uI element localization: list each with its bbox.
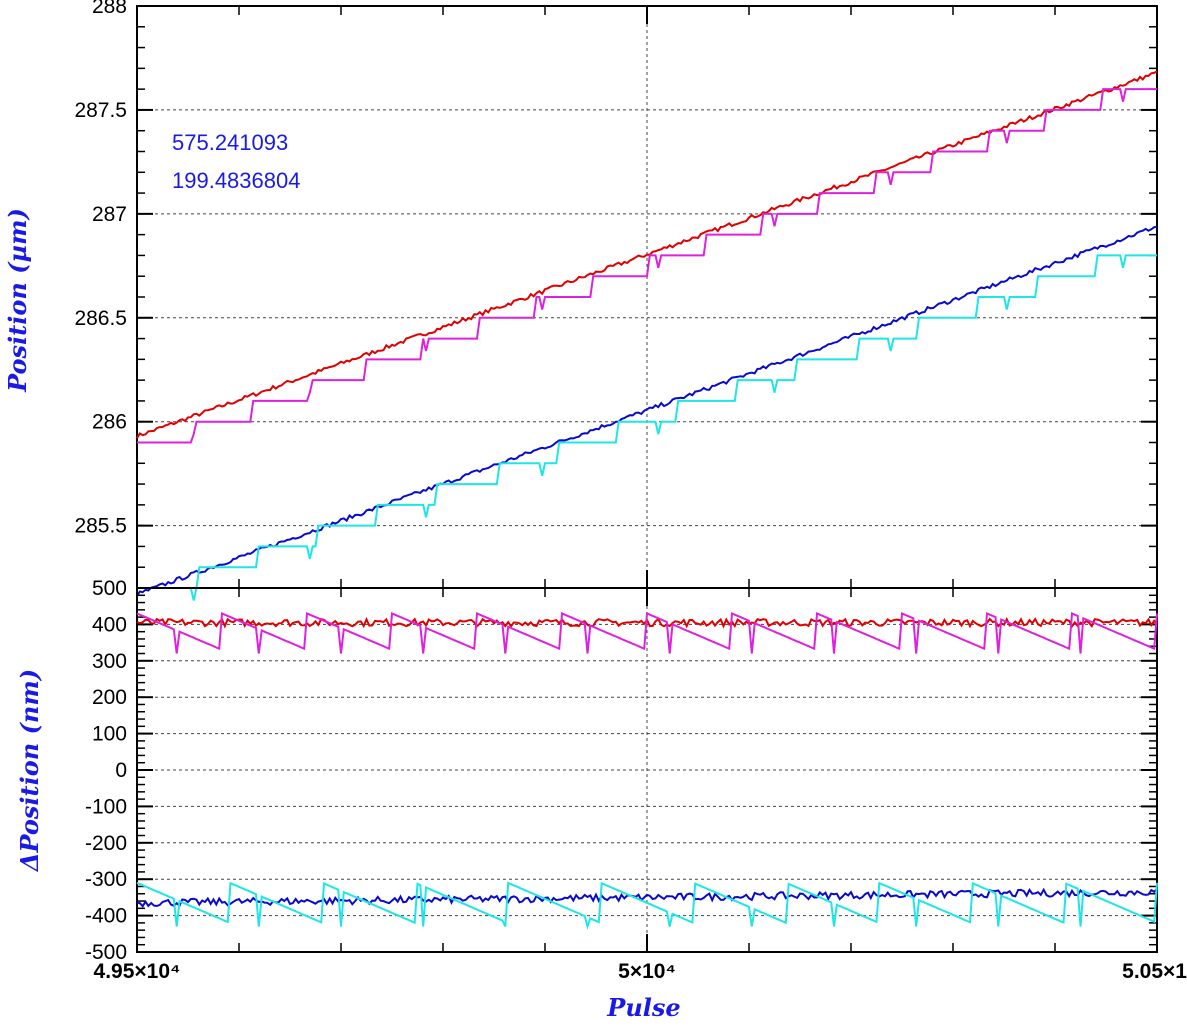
y-tick-label: 200 [92, 686, 127, 709]
y-tick-label: 288 [92, 0, 127, 18]
series-line-blue [136, 887, 1158, 908]
y-tick-label: -400 [85, 905, 127, 928]
y-tick-label: 400 [92, 613, 127, 636]
plot-frame [136, 587, 1158, 953]
series-line-magenta [137, 88, 1157, 444]
y-tick-label: 100 [92, 723, 127, 746]
x-tick-label: 5.05×1 [1122, 960, 1187, 983]
annotation-2: 199.4836804 [172, 168, 300, 193]
top-y-axis-title: Position (µm) [3, 208, 32, 393]
annotation-1: 575.241093 [172, 130, 288, 155]
y-tick-label: -300 [85, 868, 127, 891]
x-tick-label: 4.95×10⁴ [94, 960, 181, 983]
series-line-red [136, 70, 1158, 439]
y-tick-label: 300 [92, 650, 127, 673]
series-line-cyan [136, 881, 1158, 930]
series-line-magenta [136, 612, 1158, 654]
y-tick-label: 285.5 [74, 515, 127, 538]
series-line-blue [136, 225, 1158, 597]
y-tick-label: 0 [115, 759, 127, 782]
y-tick-label: -200 [85, 832, 127, 855]
bottom-y-axis-title: ΔPosition (nm) [15, 669, 44, 872]
y-tick-label: -500 [85, 941, 127, 964]
x-tick-label: 5×10⁴ [618, 960, 676, 983]
x-axis-title: Pulse [606, 993, 680, 1021]
y-tick-label: 500 [92, 577, 127, 600]
y-tick-label: 287.5 [74, 99, 127, 122]
top-panel: 285.5 286 286.5 287 287.5 288 [74, 0, 1158, 601]
y-tick-label: 287 [92, 203, 127, 226]
bottom-panel: -500 -400 -300 -200 -100 0 100 200 300 400 500 4.95… [85, 577, 1187, 983]
y-tick-label: 286 [92, 411, 127, 434]
y-tick-label: 286.5 [74, 307, 127, 330]
series-line-cyan [137, 254, 1157, 601]
y-tick-label: -100 [85, 795, 127, 818]
